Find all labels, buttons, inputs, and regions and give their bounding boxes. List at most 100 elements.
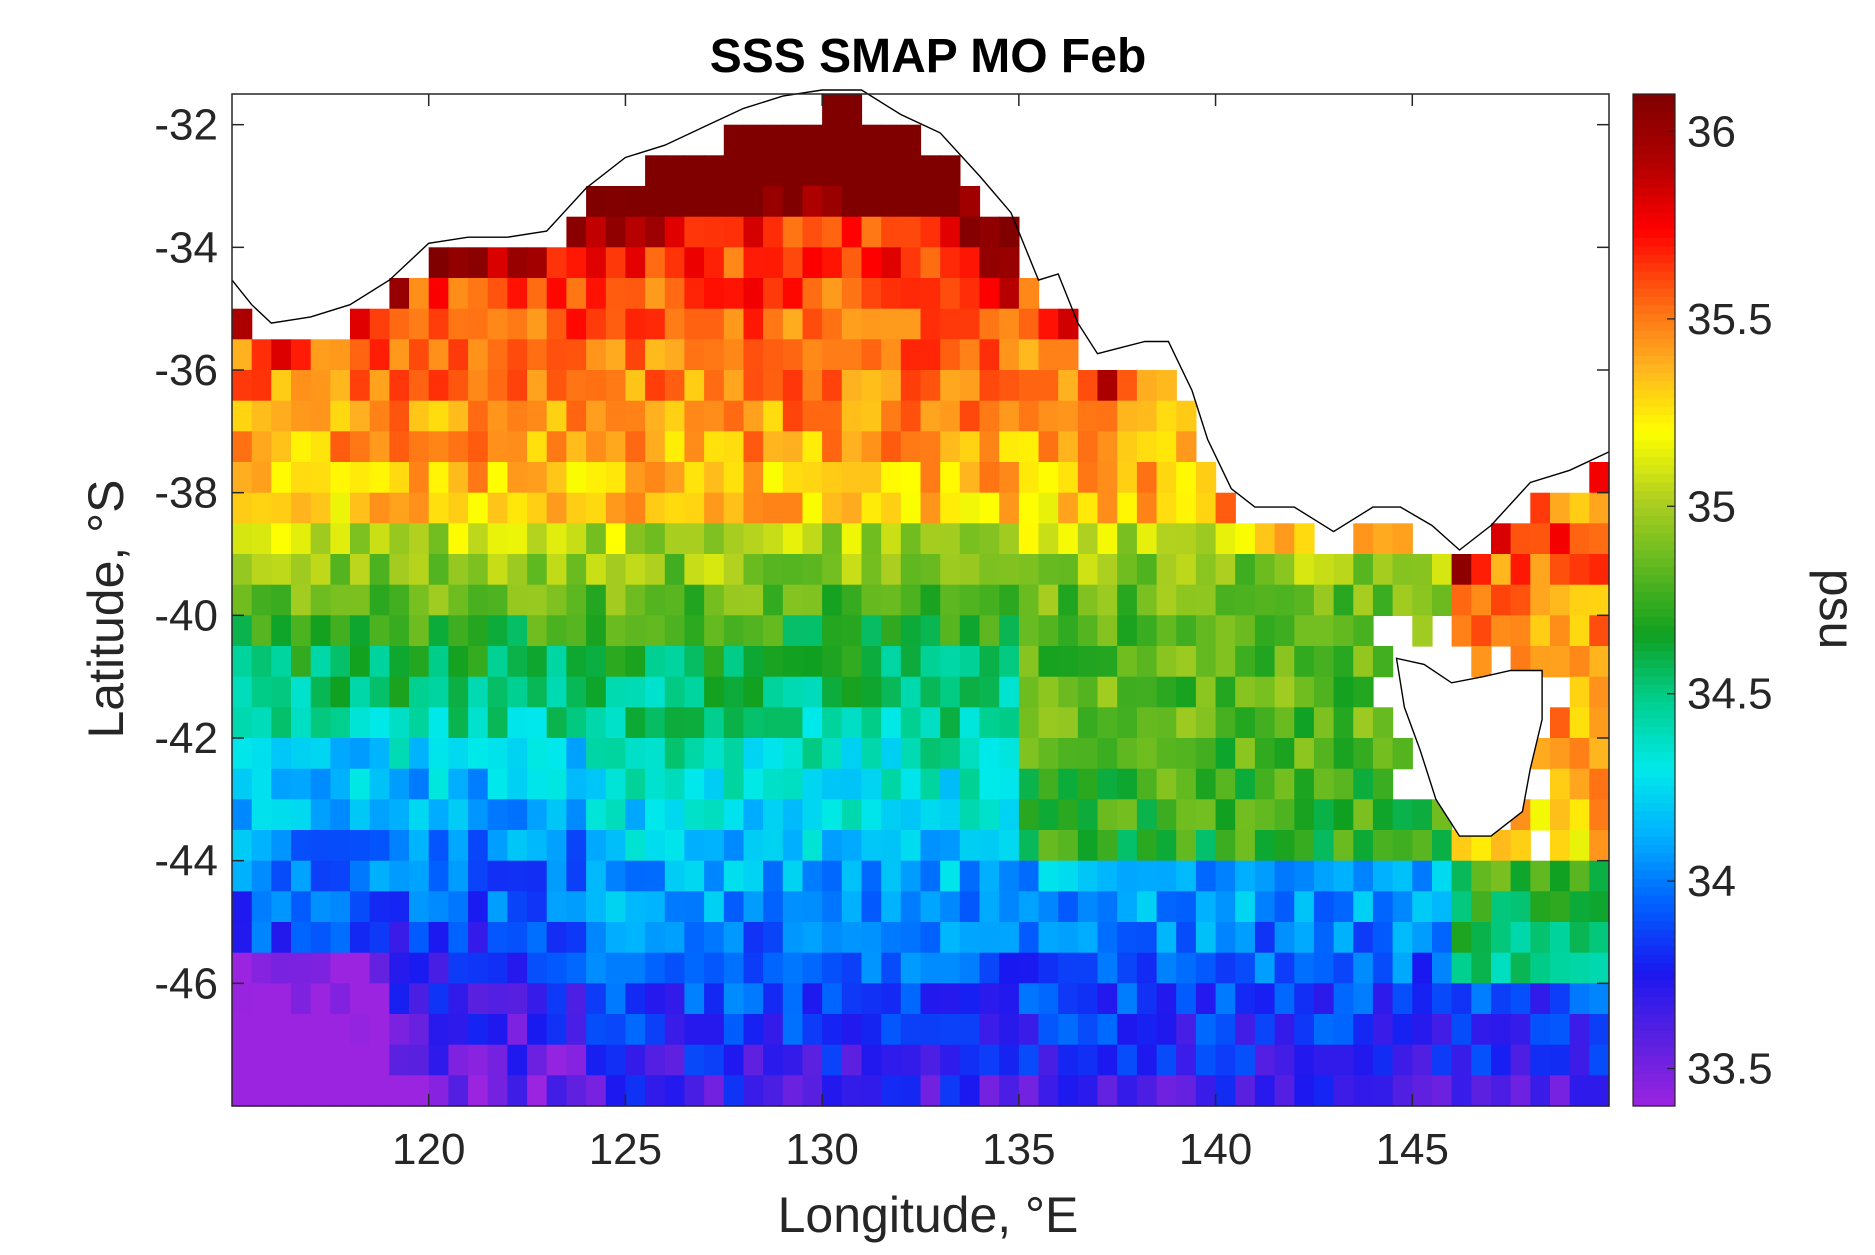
heatmap-cell <box>409 1044 430 1076</box>
heatmap-cell <box>291 952 312 984</box>
heatmap-cell <box>763 891 784 923</box>
heatmap-cell <box>1058 707 1079 739</box>
colorbar-segment <box>1633 903 1675 913</box>
heatmap-cell <box>1156 370 1177 402</box>
heatmap-cell <box>1235 707 1256 739</box>
heatmap-cell <box>369 462 390 494</box>
heatmap-cell <box>1294 1044 1315 1076</box>
heatmap-cell <box>605 922 627 954</box>
heatmap-cell <box>763 431 784 463</box>
colorbar-segment <box>1633 102 1675 112</box>
heatmap-cell <box>625 707 646 739</box>
heatmap-cell <box>566 1075 587 1107</box>
heatmap-cell <box>291 400 312 432</box>
heatmap-cell <box>1195 676 1217 708</box>
heatmap-cell <box>940 462 961 494</box>
heatmap-cell <box>900 186 922 218</box>
heatmap-cell <box>684 431 705 463</box>
heatmap-cell <box>782 308 804 340</box>
heatmap-cell <box>1274 768 1295 800</box>
heatmap-cell <box>920 462 941 494</box>
colorbar-segment <box>1633 127 1675 137</box>
heatmap-cell <box>743 952 764 984</box>
colorbar-segment <box>1633 524 1675 534</box>
heatmap-cell <box>802 400 823 432</box>
heatmap-cell <box>763 983 784 1015</box>
heatmap-cell <box>1254 1014 1276 1046</box>
heatmap-cell <box>251 860 272 892</box>
heatmap-cell <box>389 492 410 524</box>
heatmap-cell <box>782 400 804 432</box>
heatmap-cell <box>1353 891 1374 923</box>
heatmap-cell <box>1058 615 1079 647</box>
heatmap-cell <box>527 830 548 862</box>
heatmap-cell <box>1038 860 1059 892</box>
heatmap-cell <box>487 952 508 984</box>
heatmap-cell <box>940 707 961 739</box>
heatmap-cell <box>448 922 469 954</box>
heatmap-cell <box>743 615 764 647</box>
heatmap-cell <box>546 768 567 800</box>
heatmap-cell <box>999 1075 1020 1107</box>
heatmap-cell <box>310 983 331 1015</box>
heatmap-cell <box>1235 738 1256 770</box>
heatmap-cell <box>428 952 449 984</box>
colorbar-tick-label: 33.5 <box>1687 1045 1773 1094</box>
heatmap-cell <box>291 860 312 892</box>
heatmap-cell <box>1392 830 1413 862</box>
heatmap-cell <box>546 308 567 340</box>
heatmap-cell <box>900 278 922 310</box>
heatmap-cell <box>979 738 1000 770</box>
heatmap-cell <box>310 523 331 555</box>
heatmap-cell <box>979 891 1000 923</box>
colorbar-segment <box>1633 987 1675 997</box>
heatmap-cell <box>605 738 627 770</box>
heatmap-cell <box>389 584 410 616</box>
heatmap-cell <box>1136 646 1158 678</box>
colorbar-segment <box>1633 962 1675 972</box>
colorbar-segment <box>1633 237 1675 247</box>
heatmap-cell <box>782 676 804 708</box>
heatmap-cell <box>645 339 666 371</box>
colorbar-segment <box>1633 734 1675 744</box>
heatmap-cell <box>1589 523 1610 555</box>
heatmap-cell <box>841 707 863 739</box>
heatmap-cell <box>664 707 686 739</box>
heatmap-cell <box>1550 830 1571 862</box>
heatmap-cell <box>1156 676 1177 708</box>
heatmap-cell <box>802 186 823 218</box>
heatmap-cell <box>900 1044 922 1076</box>
colorbar-segment <box>1633 321 1675 331</box>
heatmap-cell <box>1471 1014 1492 1046</box>
heatmap-cell <box>271 462 292 494</box>
heatmap-cell <box>271 492 292 524</box>
heatmap-cell <box>1294 523 1315 555</box>
heatmap-cell <box>920 186 941 218</box>
heatmap-cell <box>1510 983 1531 1015</box>
heatmap-cell <box>940 339 961 371</box>
heatmap-cell <box>271 983 292 1015</box>
heatmap-cell <box>1412 1044 1433 1076</box>
heatmap-cell <box>802 799 823 831</box>
heatmap-cell <box>940 891 961 923</box>
heatmap-cell <box>1569 738 1590 770</box>
heatmap-cell <box>605 523 627 555</box>
heatmap-cell <box>999 738 1020 770</box>
heatmap-cell <box>625 922 646 954</box>
heatmap-cell <box>232 983 253 1015</box>
heatmap-cell <box>1589 983 1610 1015</box>
heatmap-cell <box>1235 676 1256 708</box>
heatmap-cell <box>704 646 725 678</box>
heatmap-cell <box>369 1075 390 1107</box>
colorbar-segment <box>1633 507 1675 517</box>
heatmap-cell <box>487 676 508 708</box>
colorbar-segment <box>1633 701 1675 711</box>
heatmap-cell <box>232 615 253 647</box>
map-axes: 120 125 130 135 140 145-32-34-36-38-40-42-44-… <box>154 93 1610 1174</box>
heatmap-cell <box>1569 492 1590 524</box>
heatmap-cell <box>605 308 627 340</box>
heatmap-cell <box>625 676 646 708</box>
heatmap-cell <box>1451 983 1472 1015</box>
heatmap-cell <box>369 707 390 739</box>
heatmap-cell <box>940 431 961 463</box>
